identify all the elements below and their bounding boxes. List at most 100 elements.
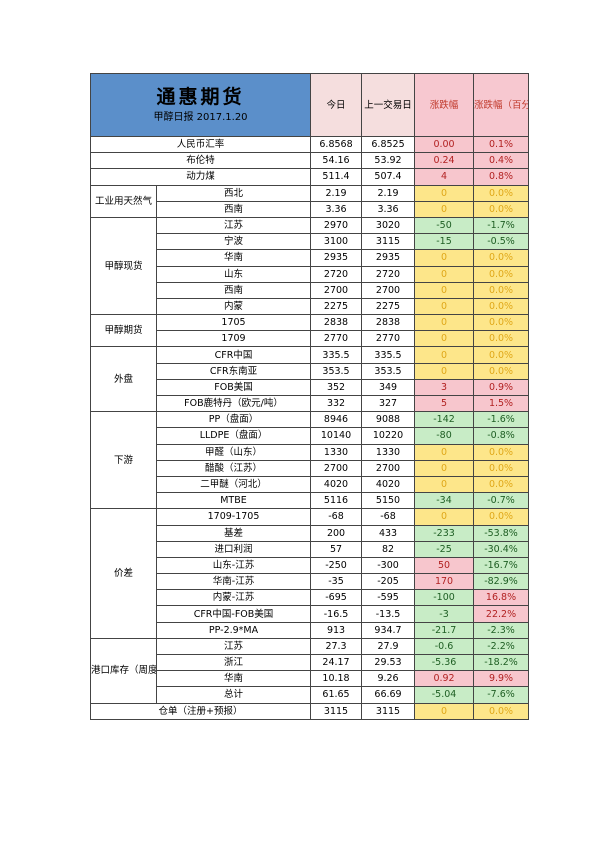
table-row: 下游 PP（盘面） 8946 9088 -142 -1.6%	[90, 411, 530, 510]
change-value: -100	[414, 589, 475, 607]
change-value: 0	[414, 330, 475, 348]
pct-change-value: 0.0%	[473, 330, 530, 348]
prev-value: 6.8525	[361, 135, 416, 154]
table-row: MTBE 5116 5150 -34 -0.7%	[91, 492, 530, 510]
prev-value: 5150	[361, 492, 416, 510]
pct-change-value: 0.9%	[473, 378, 530, 397]
prev-value: 2838	[361, 314, 416, 332]
pct-change-value: 0.0%	[473, 314, 530, 332]
today-value: 24.17	[310, 653, 363, 672]
prev-value: 327	[361, 394, 416, 413]
row-label: CFR东南亚	[155, 362, 312, 380]
table-row: 总计 61.65 66.69 -5.04 -7.6%	[91, 686, 530, 704]
table-row: 工业用天然气 西北 2.19 2.19 0 0.0%	[90, 184, 530, 218]
prev-value: 10220	[361, 427, 416, 445]
pct-change-value: 0.4%	[473, 152, 530, 170]
today-value: 8946	[310, 411, 363, 429]
pct-change-value: -0.7%	[473, 492, 530, 510]
col-header-prev: 上一交易日	[361, 73, 416, 137]
today-value: 3.36	[310, 200, 363, 218]
group-label: 甲醇现货	[90, 216, 157, 316]
group-label: 甲醇期货	[90, 314, 157, 348]
row-label: PP（盘面）	[155, 411, 312, 429]
pct-change-value: -2.2%	[473, 637, 530, 656]
prev-value: -68	[361, 508, 416, 526]
pct-change-value: 0.0%	[473, 508, 530, 526]
table-row: 价差 1709-1705 -68 -68 0 0.0%	[90, 508, 530, 639]
prev-value: -205	[361, 573, 416, 591]
change-value: 0	[414, 508, 475, 526]
table-row: 动力煤 511.4 507.4 4 0.8%	[89, 168, 530, 186]
change-value: 0	[414, 443, 475, 461]
pct-change-value: -0.5%	[473, 233, 530, 251]
table-row: CFR中国-FOB美国 -16.5 -13.5 -3 22.2%	[91, 605, 530, 623]
table-row: 甲醛（山东） 1330 1330 0 0.0%	[91, 443, 530, 461]
pct-change-value: -53.8%	[473, 524, 530, 542]
pct-change-value: 0.0%	[473, 200, 530, 218]
prev-value: -13.5	[361, 605, 416, 623]
change-value: 0	[414, 265, 475, 283]
company-title: 通惠期货	[156, 86, 245, 108]
change-value: -3	[414, 605, 475, 623]
row-label: 华南-江苏	[155, 573, 312, 591]
prev-value: -300	[361, 556, 416, 575]
change-value: -34	[414, 492, 475, 510]
pct-change-value: -0.8%	[473, 427, 530, 445]
pct-change-value: 0.0%	[473, 249, 530, 267]
today-value: 3115	[310, 702, 363, 720]
change-value: -233	[414, 524, 475, 542]
today-value: 335.5	[310, 346, 363, 364]
prev-value: 335.5	[361, 346, 416, 364]
prev-value: 2275	[361, 297, 416, 316]
prev-value: 353.5	[361, 362, 416, 380]
table-row: 外盘 CFR中国 335.5 335.5 0 0.0%	[90, 346, 530, 413]
prev-value: 53.92	[361, 152, 416, 170]
pct-change-value: 0.0%	[473, 184, 530, 202]
row-label: 二甲醚（河北）	[155, 475, 312, 494]
row-label: 人民币汇率	[89, 135, 312, 154]
pct-change-value: 0.0%	[473, 362, 530, 380]
prev-value: 3.36	[361, 200, 416, 218]
today-value: 2770	[310, 330, 363, 348]
prev-value: 3115	[361, 702, 416, 720]
pct-change-value: -7.6%	[473, 686, 530, 704]
prev-value: 2.19	[361, 184, 416, 202]
today-value: 352	[310, 378, 363, 397]
pct-change-value: -82.9%	[473, 573, 530, 591]
table-row: 人民币汇率 6.8568 6.8525 0.00 0.1%	[89, 135, 530, 154]
row-label: 山东	[155, 265, 312, 283]
row-label: 内蒙-江苏	[155, 589, 312, 607]
today-value: -250	[310, 556, 363, 575]
change-value: -5.36	[414, 653, 475, 672]
table-row: 甲醇现货 江苏 2970 3020 -50 -1.7%	[90, 216, 530, 316]
pct-change-value: -16.7%	[473, 556, 530, 575]
table-row: 西南 3.36 3.36 0 0.0%	[91, 200, 530, 218]
today-value: 511.4	[310, 168, 363, 186]
table-row: 华南 2935 2935 0 0.0%	[91, 249, 530, 267]
row-label: LLDPE（盘面）	[155, 427, 312, 445]
today-value: 2970	[310, 216, 363, 235]
row-label: 内蒙	[155, 297, 312, 316]
prev-value: 2720	[361, 265, 416, 283]
today-value: 2935	[310, 249, 363, 267]
row-label: 西北	[155, 184, 312, 202]
change-value: 0	[414, 475, 475, 494]
change-value: 0	[414, 346, 475, 364]
today-value: 5116	[310, 492, 363, 510]
change-value: -25	[414, 540, 475, 558]
row-label: CFR中国-FOB美国	[155, 605, 312, 623]
pct-change-value: 1.5%	[473, 394, 530, 413]
prev-value: 82	[361, 540, 416, 558]
today-value: 61.65	[310, 686, 363, 704]
today-value: 332	[310, 394, 363, 413]
row-label: 基差	[155, 524, 312, 542]
col-header-today: 今日	[310, 73, 363, 137]
row-label: 西南	[155, 281, 312, 299]
table-row: 西南 2700 2700 0 0.0%	[91, 281, 530, 299]
row-label: 浙江	[155, 653, 312, 672]
row-label: PP-2.9*MA	[155, 621, 312, 639]
row-label: 江苏	[155, 637, 312, 656]
change-value: 0	[414, 362, 475, 380]
row-label: 山东-江苏	[155, 556, 312, 575]
